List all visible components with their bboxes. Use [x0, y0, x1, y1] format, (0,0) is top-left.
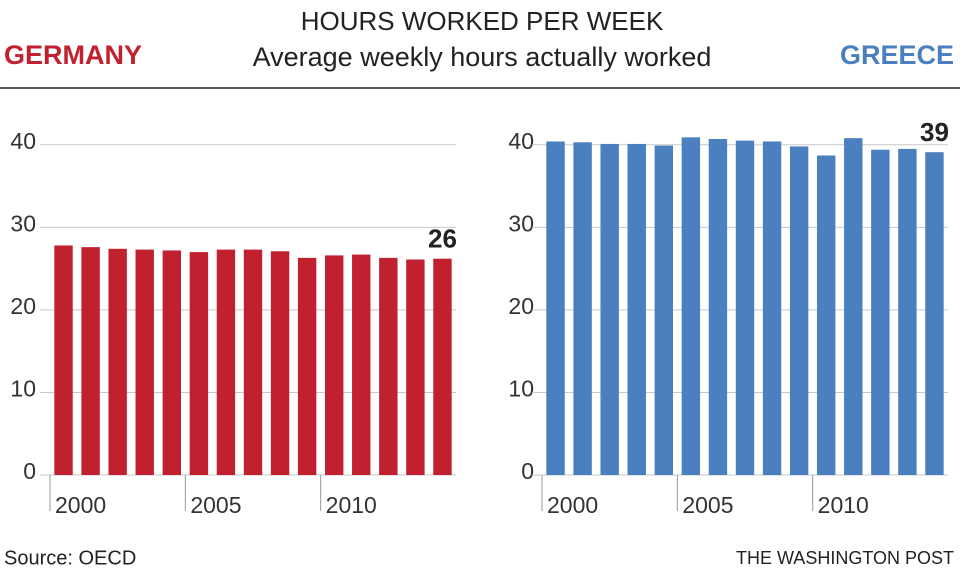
bar: [871, 149, 890, 475]
value-label: 26: [428, 224, 457, 254]
bar: [162, 250, 182, 475]
bar: [433, 258, 452, 475]
panel-title: GREECE: [840, 40, 954, 70]
bar: [925, 152, 944, 475]
credit: THE WASHINGTON POST: [736, 548, 954, 568]
bar: [600, 143, 619, 475]
y-tick-label: 30: [10, 210, 36, 236]
bar: [762, 141, 782, 475]
y-tick-label: 20: [508, 293, 534, 319]
bar: [352, 254, 371, 475]
bar: [654, 145, 674, 475]
bar: [627, 143, 646, 475]
bar: [189, 252, 209, 475]
bar: [243, 249, 263, 475]
bar: [54, 245, 73, 475]
bar: [379, 257, 398, 475]
bar: [844, 138, 863, 476]
y-tick-label: 20: [10, 293, 36, 319]
bar: [81, 247, 100, 475]
panel-title: GERMANY: [4, 40, 142, 70]
bar: [216, 249, 236, 475]
x-tick-label: 2000: [55, 492, 106, 518]
bar: [108, 248, 127, 475]
page-subtitle: Average weekly hours actually worked: [253, 42, 712, 72]
bar: [324, 255, 344, 475]
y-tick-label: 10: [508, 376, 534, 402]
bar: [816, 155, 836, 475]
y-tick-label: 0: [521, 458, 534, 484]
bar: [735, 140, 755, 476]
bar: [898, 148, 917, 475]
x-tick-label: 2005: [682, 492, 733, 518]
x-tick-label: 2000: [547, 492, 598, 518]
bar: [135, 249, 154, 475]
source: Source: OECD: [4, 547, 136, 569]
bar: [546, 141, 565, 475]
bar: [406, 259, 425, 475]
bar: [708, 138, 728, 475]
bar: [297, 257, 317, 475]
bar: [573, 142, 592, 475]
y-tick-label: 0: [23, 458, 36, 484]
y-tick-label: 30: [508, 210, 534, 236]
bar: [270, 251, 290, 475]
value-label: 39: [920, 117, 949, 147]
bar: [789, 146, 809, 475]
bar: [681, 137, 701, 475]
y-tick-label: 10: [10, 376, 36, 402]
y-tick-label: 40: [508, 128, 534, 154]
page-title: HOURS WORKED PER WEEK: [301, 6, 664, 36]
x-tick-label: 2010: [818, 492, 869, 518]
y-tick-label: 40: [10, 128, 36, 154]
x-tick-label: 2005: [190, 492, 241, 518]
x-tick-label: 2010: [326, 492, 377, 518]
